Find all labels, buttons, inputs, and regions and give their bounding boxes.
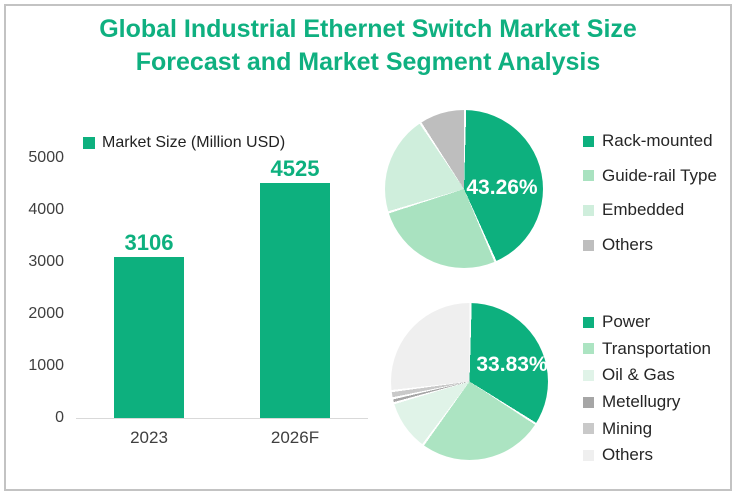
x-category-label: 2023 [130,428,168,447]
legend-label: Mining [602,418,653,438]
bar-column: 4525 [222,158,368,418]
bar-chart-legend: Market Size (Million USD) [83,134,285,152]
legend-item: Transportation [583,336,711,363]
legend-swatch [583,316,594,328]
bar-y-axis: 0 1000 2000 3000 4000 5000 [20,150,64,426]
legend-label: Others [602,445,654,465]
legend-item: Others [583,442,711,469]
legend-swatch [583,449,594,461]
legend-swatch [583,239,594,251]
y-tick-label: 5000 [28,149,64,166]
legend-item: Rack-mounted [583,124,717,159]
legend-item: Guide-rail Type [583,159,717,194]
y-tick-label: 2000 [28,305,64,322]
y-tick-label: 4000 [28,201,64,218]
pie-2-data-label: 33.83% [476,353,548,376]
y-tick-label: 3000 [28,253,64,270]
bar [114,256,184,418]
legend-label: Others [602,235,654,255]
bar-column: 3106 [76,158,222,418]
legend-label: Rack-mounted [602,131,713,151]
legend-label: Transportation [602,338,711,358]
legend-swatch [583,204,594,216]
legend-swatch [583,396,594,408]
bar [260,183,330,418]
legend-item: Embedded [583,193,717,228]
legend-item: Metellugry [583,389,711,416]
bar-legend-swatch [83,137,95,149]
legend-swatch [583,343,594,355]
pie-chart-2: 33.83% [391,303,548,460]
legend-label: Metellugry [602,392,681,412]
legend-label: Power [602,312,651,332]
legend-item: Mining [583,415,711,442]
bar-legend-label: Market Size (Million USD) [102,134,286,151]
chart-title: Global Industrial Ethernet Switch Market… [0,13,736,79]
legend-item: Others [583,228,717,263]
chart-title-line2: Forecast and Market Segment Analysis [135,48,601,76]
bar-x-axis: 2023 2026F [76,428,368,448]
legend-label: Oil & Gas [602,365,675,385]
y-tick-label: 0 [55,409,64,426]
bar-chart: Market Size (Million USD) 0 1000 2000 3000 4… [20,112,378,484]
legend-swatch [583,135,594,147]
bar-value-label: 4525 [270,156,320,181]
x-category-label: 2026F [270,428,320,447]
bar-value-label: 3106 [124,229,174,255]
legend-label: Guide-rail Type [602,165,717,185]
pie-legend-2: Power Transportation Oil & Gas Metellugry Mi… [583,309,711,469]
bar-plot: 3106 4525 [76,158,368,419]
y-tick-label: 1000 [28,357,64,374]
pie-1-data-label: 43.26% [466,176,538,199]
legend-swatch [583,423,594,435]
legend-swatch [583,170,594,182]
legend-label: Embedded [602,200,685,220]
pie-chart-1: 43.26% [385,110,543,268]
legend-item: Oil & Gas [583,362,711,389]
legend-item: Power [583,309,711,336]
legend-swatch [583,369,594,381]
pie-legend-1: Rack-mounted Guide-rail Type Embedded Other… [583,124,717,262]
chart-title-line1: Global Industrial Ethernet Switch Market… [99,15,637,43]
